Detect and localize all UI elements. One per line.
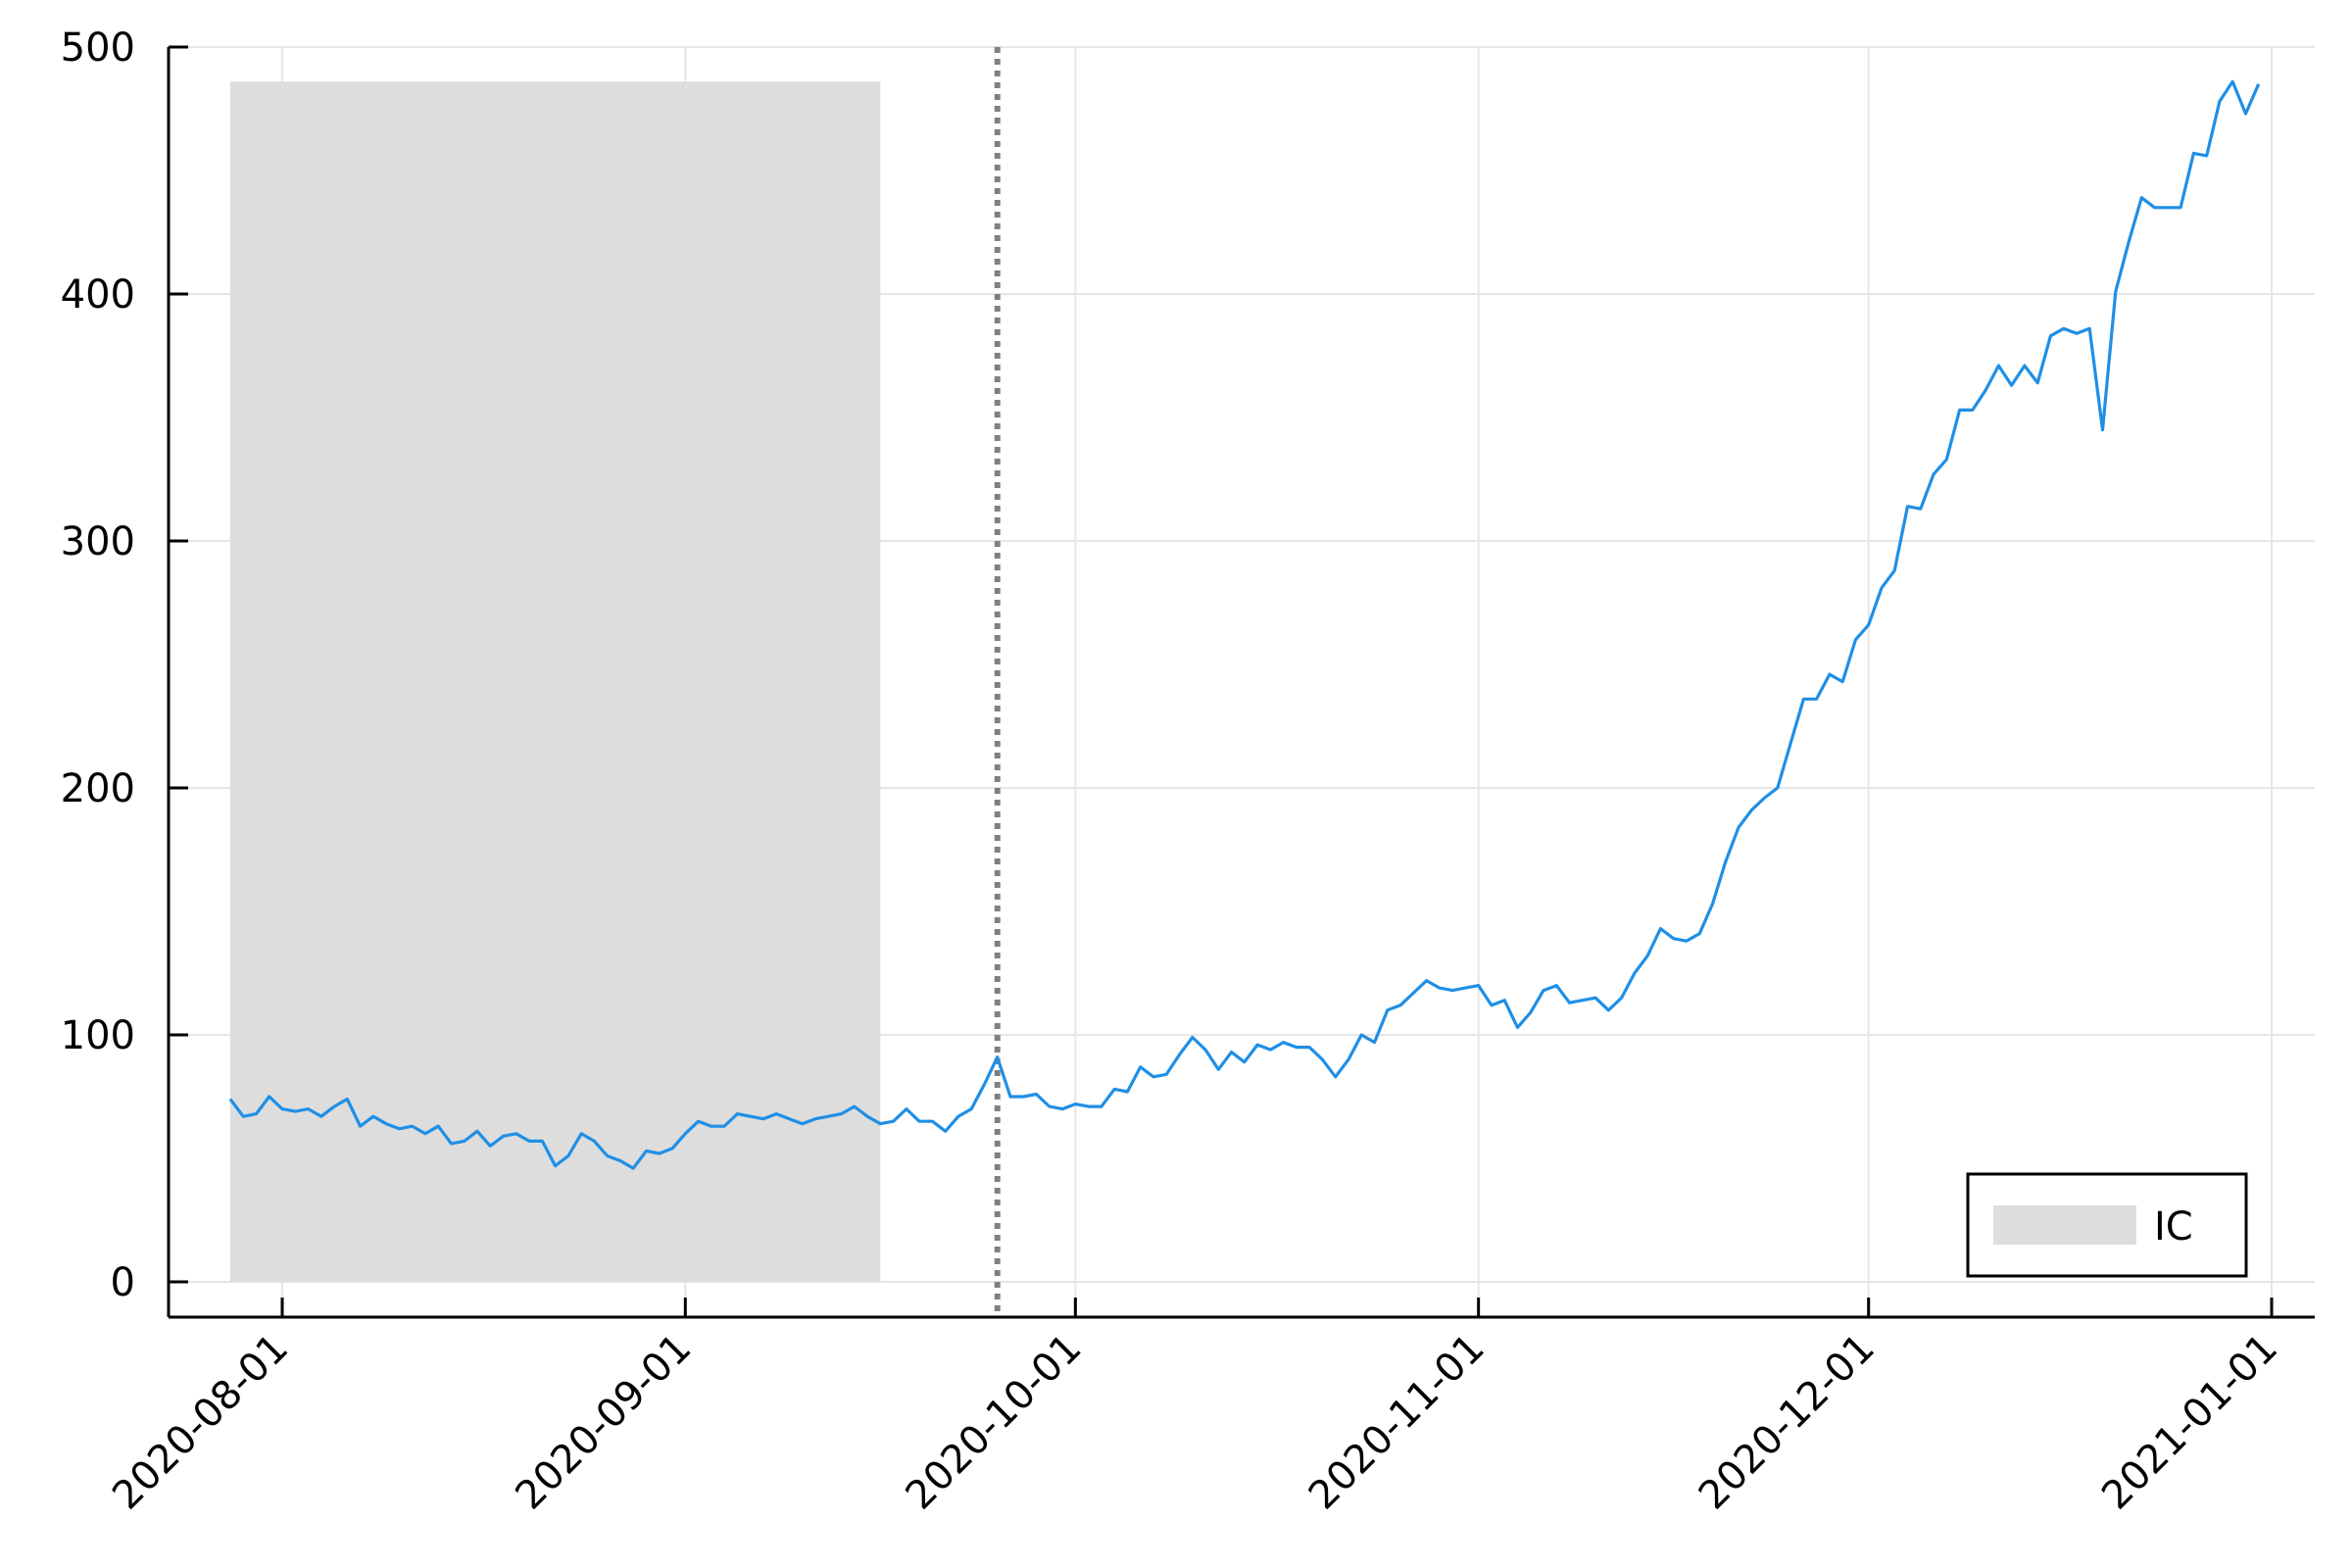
legend: IC	[1966, 1172, 2248, 1278]
x-tick-label: 2020-08-01	[104, 1326, 297, 1519]
ic-band	[229, 81, 881, 1282]
x-tick-label: 2020-09-01	[507, 1326, 700, 1519]
series-lines	[228, 79, 2261, 1170]
y-tick-label: 300	[61, 519, 135, 564]
y-tick-label: 100	[61, 1013, 135, 1058]
x-tick-label: 2021-01-01	[2093, 1326, 2286, 1519]
series-line	[228, 79, 2261, 1170]
x-tick-label: 2020-10-01	[898, 1326, 1091, 1519]
legend-label-ic: IC	[2154, 1204, 2193, 1250]
y-tick-label: 500	[61, 25, 135, 71]
x-tick-label: 2020-11-01	[1300, 1326, 1494, 1519]
y-tick-label: 400	[61, 272, 135, 318]
legend-swatch-ic	[1993, 1205, 2136, 1245]
y-tick-label: 0	[111, 1260, 135, 1305]
x-tick-label: 2020-12-01	[1690, 1326, 1884, 1519]
axes	[167, 45, 2315, 1319]
y-tick-label: 200	[61, 766, 135, 811]
confidence-band	[229, 81, 881, 1282]
